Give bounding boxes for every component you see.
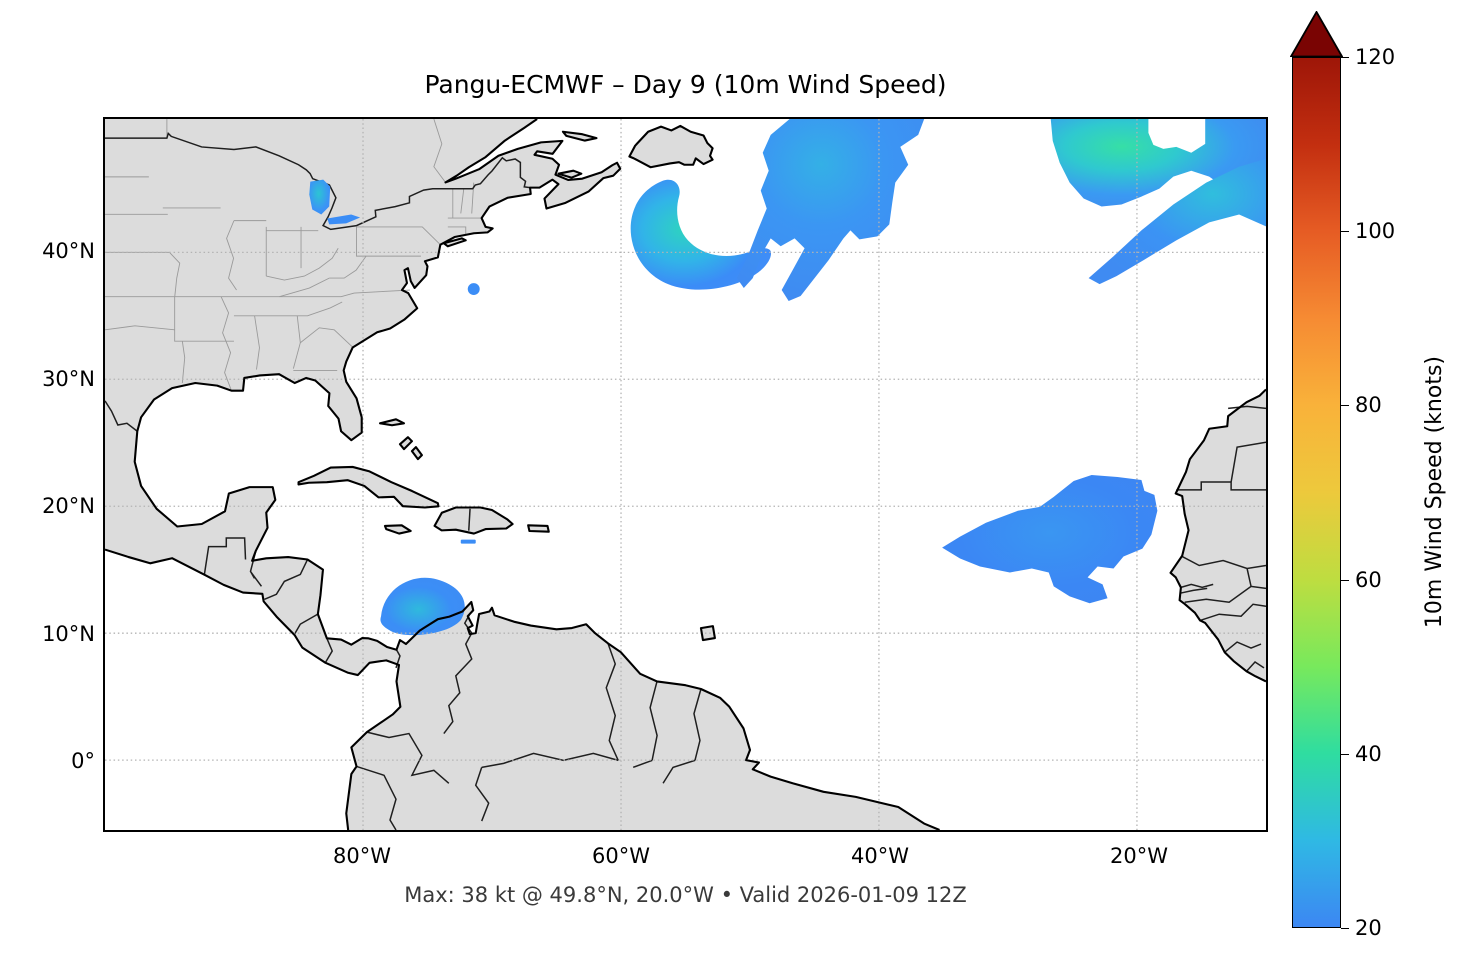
cuba-island bbox=[298, 466, 439, 508]
newfoundland-island bbox=[629, 125, 713, 168]
colorbar-ticks: 120 100 80 60 40 20 bbox=[1341, 45, 1451, 940]
colorbar-tick-mark bbox=[1341, 405, 1349, 407]
caption-max-valid: Max: 38 kt @ 49.8°N, 20.0°W • Valid 2026… bbox=[404, 883, 967, 907]
wind-blob-central-atlantic bbox=[736, 119, 925, 301]
gambia-borders bbox=[1179, 583, 1214, 595]
costarica-panama-border bbox=[325, 637, 334, 663]
africa-land bbox=[1170, 389, 1266, 682]
xtick-80w: 80°W bbox=[333, 844, 391, 868]
nicaragua-costarica-border bbox=[294, 613, 319, 634]
colorbar-tick-mark bbox=[1341, 579, 1349, 581]
colorbar-axis-label: 10m Wind Speed (knots) bbox=[1421, 356, 1447, 629]
colorbar-gradient bbox=[1292, 57, 1341, 928]
wind-patch-lake-huron bbox=[309, 179, 331, 215]
ytick-0: 0° bbox=[71, 749, 95, 773]
suriname-frguiana-border bbox=[693, 688, 702, 761]
colorbar-tick-mark bbox=[1341, 753, 1349, 755]
coastlines bbox=[105, 119, 1266, 830]
colorbar-tick-mark bbox=[1341, 231, 1349, 233]
guinea-bissau-guinea-border bbox=[1199, 603, 1266, 622]
wind-blob-ne-atlantic-max bbox=[1050, 119, 1266, 211]
hispaniola-island bbox=[434, 507, 513, 534]
landmass bbox=[105, 119, 1266, 830]
morocco-wsahara-border bbox=[1228, 405, 1266, 410]
senegal-guinea-mali-borders bbox=[1184, 568, 1266, 604]
colorbar-tick-label: 40 bbox=[1355, 741, 1382, 766]
brazil-north-borders bbox=[481, 752, 696, 784]
ytick-20n: 20°N bbox=[42, 494, 95, 518]
colorbar-tick-label: 60 bbox=[1355, 567, 1382, 592]
guyana-suriname-border bbox=[649, 681, 658, 761]
wind-blob-west-africa bbox=[942, 474, 1158, 604]
ytick-30n: 30°N bbox=[42, 367, 95, 391]
long-island bbox=[443, 238, 466, 247]
xtick-20w: 20°W bbox=[1110, 844, 1168, 868]
wind-sliver-lake-erie bbox=[327, 214, 361, 225]
ytick-40n: 40°N bbox=[42, 239, 95, 263]
mexico-guatemala-belize-borders bbox=[203, 537, 247, 575]
colorbar-tick-mark bbox=[1341, 928, 1349, 929]
xtick-60w: 60°W bbox=[592, 844, 650, 868]
trinidad-island bbox=[700, 626, 715, 641]
honduras-nicaragua-border bbox=[264, 559, 309, 600]
colorbar-extend-arrow bbox=[1290, 11, 1343, 57]
state-borders bbox=[105, 119, 482, 391]
colorbar-tick-label: 80 bbox=[1355, 393, 1382, 418]
anticosti-island bbox=[562, 131, 597, 141]
guinea-sierraleone-border bbox=[1224, 641, 1262, 653]
country-borders bbox=[105, 132, 1266, 830]
ytick-10n: 10°N bbox=[42, 622, 95, 646]
colorbar-tick-label: 100 bbox=[1355, 219, 1396, 244]
wind-blob-colombia-coast bbox=[380, 577, 465, 636]
wind-speed-field bbox=[309, 119, 1266, 636]
wind-speck-gulf-stream bbox=[467, 283, 480, 296]
map-svg bbox=[105, 119, 1266, 830]
xtick-40w: 40°W bbox=[851, 844, 909, 868]
colombia-ecuador-peru-borders bbox=[356, 731, 490, 830]
wind-blob-nw-atlantic-crescent bbox=[630, 179, 772, 290]
plot-title: Pangu-ECMWF – Day 9 (10m Wind Speed) bbox=[424, 70, 947, 99]
colorbar-tick-mark bbox=[1341, 57, 1349, 58]
colorbar-tick-label: 120 bbox=[1355, 45, 1396, 69]
mauritania-senegal-border bbox=[1181, 555, 1266, 570]
sierraleone-liberia-border bbox=[1246, 660, 1265, 672]
us-mexico-border bbox=[105, 400, 138, 432]
venezuela-guyana-border bbox=[605, 643, 619, 761]
us-canada-border bbox=[105, 132, 531, 231]
wind-dash-south-hispaniola bbox=[460, 539, 476, 544]
colorbar-tick-label: 20 bbox=[1355, 916, 1382, 940]
haiti-dominican-border bbox=[468, 508, 471, 531]
map-plot bbox=[103, 117, 1268, 832]
wind-blob-ne-atlantic-streak bbox=[1088, 158, 1266, 285]
wsahara-mauritania-border bbox=[1176, 441, 1266, 491]
gridlines bbox=[105, 119, 1266, 830]
